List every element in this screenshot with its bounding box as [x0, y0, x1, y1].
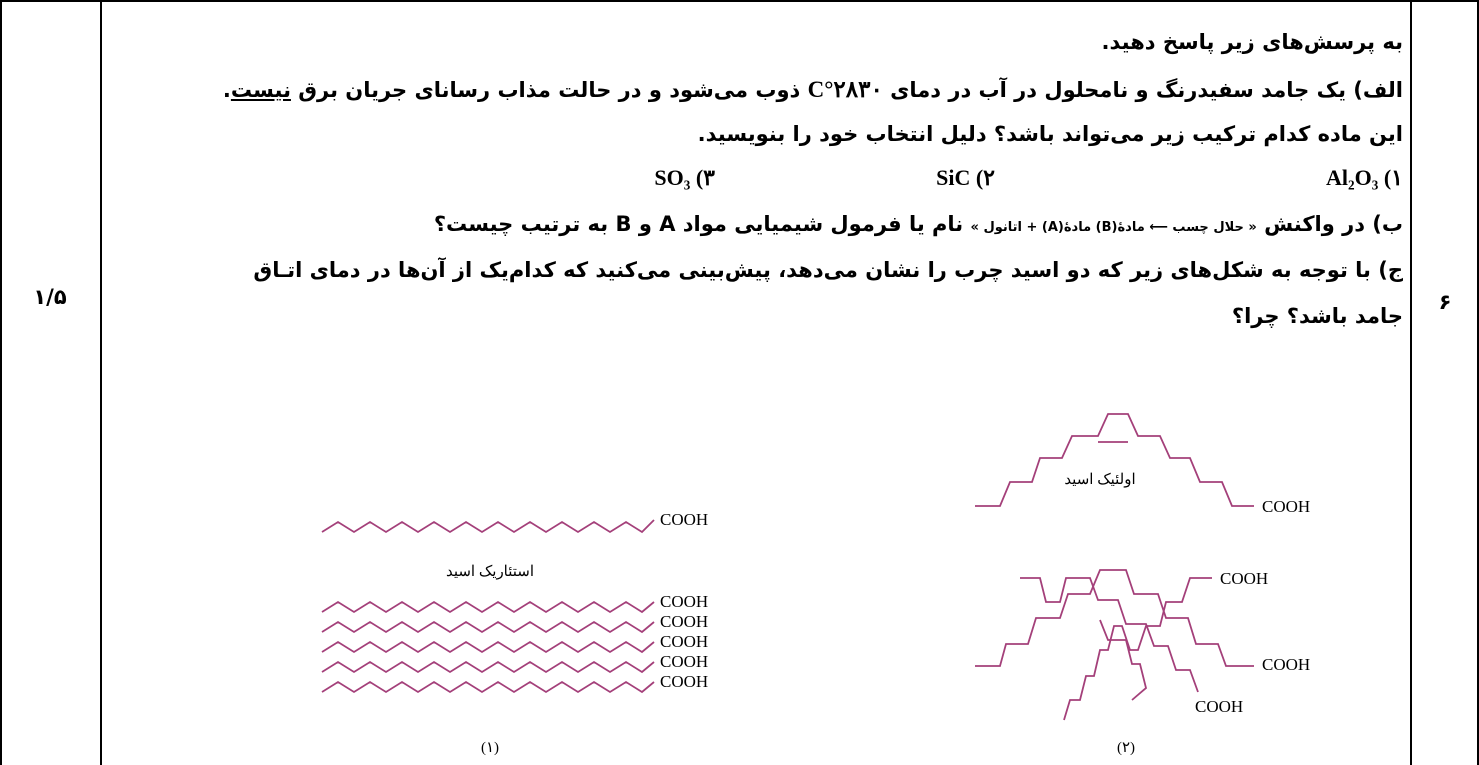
part-a-negation: نیست — [230, 78, 291, 102]
stearic-acid-label: استئاریک اسید — [446, 564, 534, 580]
oleic-chain-packed-2 — [1020, 577, 1199, 693]
oleic-acid-label: اولئیک اسید — [1064, 472, 1135, 488]
table-left-border — [0, 0, 2, 765]
stearic-chain-packed-4 — [321, 660, 655, 674]
cooh-label-packed-1: COOH — [660, 592, 708, 611]
part-b-post: نام یا فرمول شیمیایی مواد A و B به ترتیب… — [433, 212, 971, 236]
oleic-chain-single — [975, 413, 1254, 507]
part-b-pre: ب) در واکنش — [1256, 212, 1403, 236]
oleic-chain-packed-1 — [975, 569, 1254, 667]
number-column-divider — [1410, 0, 1412, 765]
figure-caption-2: (۲) — [1117, 740, 1135, 756]
part-a-line2: این ماده کدام ترکیب زیر می‌تواند باشد؟ د… — [697, 122, 1403, 146]
oleic-chain-packed-4 — [1099, 619, 1148, 701]
cooh-label-packed-2: COOH — [660, 612, 708, 631]
question-number: ۶ — [1438, 290, 1452, 314]
cooh-label-oleic-3: COOH — [1195, 697, 1243, 716]
part-b-reaction: « حلال چسب ⟵ مادهٔ(B) مادهٔ(A) + اتانول … — [970, 220, 1257, 235]
question-score: ۱/۵ — [33, 285, 67, 309]
score-column-divider — [100, 0, 102, 765]
part-a-temperature: ۲۸۳۰°C — [807, 77, 883, 102]
stearic-chain-packed-5 — [321, 680, 655, 694]
option-1: Al₂O₃ (۱ — [1326, 165, 1403, 190]
stearic-chain-single — [321, 519, 655, 534]
cooh-label-stearic-single: COOH — [660, 510, 708, 529]
part-b-line: ب) در واکنش « حلال چسب ⟵ مادهٔ(B) مادهٔ(… — [434, 212, 1403, 236]
stearic-chain-packed-3 — [321, 640, 655, 654]
part-a-line1: الف) یک جامد سفیدرنگ و نامحلول در آب در … — [222, 77, 1403, 102]
oleic-chain-packed-3 — [1063, 577, 1212, 721]
cooh-label-oleic-1: COOH — [1220, 569, 1268, 588]
stearic-chain-packed-2 — [321, 620, 655, 634]
cooh-label-oleic-2: COOH — [1262, 655, 1310, 674]
intro-text: به پرسش‌های زیر پاسخ دهید. — [1101, 30, 1403, 54]
table-top-border — [0, 0, 1479, 2]
part-c-line1: ج) با توجه به شکل‌های زیر که دو اسید چرب… — [253, 258, 1403, 282]
cooh-label-packed-3: COOH — [660, 632, 708, 651]
part-a-pre: الف) یک جامد سفیدرنگ و نامحلول در آب در … — [882, 78, 1403, 102]
figure-caption-1: (۱) — [481, 740, 499, 756]
cooh-label-oleic-single: COOH — [1262, 497, 1310, 516]
option-3: SO₃ (۳ — [654, 165, 715, 190]
cooh-label-packed-5: COOH — [660, 672, 708, 691]
cooh-label-packed-4: COOH — [660, 652, 708, 671]
stearic-chain-packed-1 — [321, 600, 655, 614]
table-right-border — [1477, 0, 1479, 765]
part-a-post: ذوب می‌شود و در حالت مذاب رسانای جریان ب… — [290, 78, 808, 102]
part-c-line2: جامد باشد؟ چرا؟ — [1231, 304, 1403, 328]
option-2: SiC (۲ — [936, 165, 995, 190]
